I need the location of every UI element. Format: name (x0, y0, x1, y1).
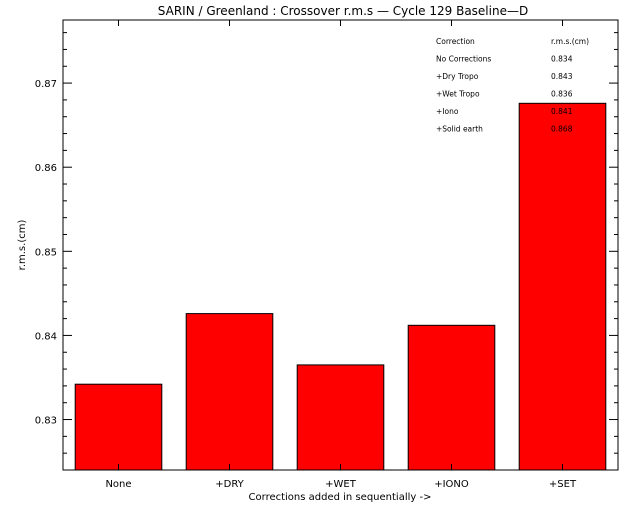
legend-row-value: 0.841 (551, 107, 573, 116)
x-tick-label: +IONO (434, 479, 469, 490)
legend-row-name: +Solid earth (436, 125, 483, 134)
legend-table: Correction r.m.s.(cm) No Corrections 0.834 +… (436, 37, 589, 134)
legend-row-name: +Iono (436, 107, 459, 116)
y-tick-label: 0.85 (35, 247, 57, 258)
x-axis-label: Corrections added in sequentially -> (249, 492, 432, 503)
legend-header-correction: Correction (436, 37, 475, 46)
bar-none (74, 383, 163, 471)
x-tick-label: +DRY (215, 479, 244, 490)
legend-row-name: +Wet Tropo (436, 90, 480, 99)
y-tick-label: 0.86 (35, 163, 57, 174)
y-tick-label: 0.84 (35, 331, 57, 342)
bar-set (518, 102, 607, 471)
legend-row-name: No Corrections (436, 55, 491, 64)
legend-row-value: 0.836 (551, 90, 573, 99)
legend-row-value: 0.868 (551, 125, 573, 134)
x-tick-label: +WET (325, 479, 357, 490)
y-tick-label: 0.87 (35, 79, 57, 90)
y-axis-label: r.m.s.(cm) (17, 220, 28, 271)
legend-header-rms: r.m.s.(cm) (551, 37, 589, 46)
legend-row-name: +Dry Tropo (436, 72, 479, 81)
y-tick-label: 0.83 (35, 416, 57, 427)
bar-wet (296, 364, 385, 471)
bar-dry (185, 313, 274, 471)
legend-row-value: 0.834 (551, 55, 573, 64)
chart-title: SARIN / Greenland : Crossover r.m.s — Cy… (158, 4, 528, 18)
legend-row-value: 0.843 (551, 72, 573, 81)
bar-iono (407, 324, 496, 471)
x-tick-label: None (105, 479, 131, 490)
x-tick-label: +SET (549, 479, 577, 490)
